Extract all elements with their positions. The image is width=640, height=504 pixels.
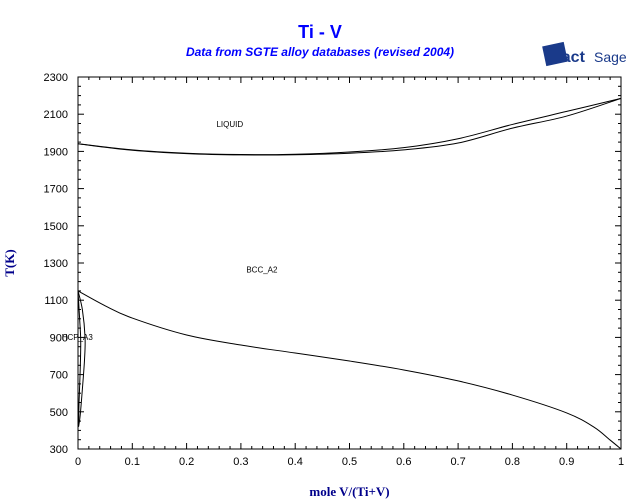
y-axis-label: T(K)	[2, 249, 17, 276]
x-tick-label: 0.9	[559, 456, 574, 468]
y-tick-label: 1900	[44, 146, 68, 158]
factsage-logo: Fact Sage	[542, 41, 627, 67]
phase-label: HCP_A3	[62, 333, 94, 342]
y-tick-label: 500	[50, 407, 68, 419]
phase-boundary-bcc-boundary	[77, 290, 622, 450]
x-tick-label: 0	[75, 456, 81, 468]
x-tick-label: 0.6	[396, 456, 411, 468]
y-tick-label: 900	[50, 332, 68, 344]
y-tick-label: 2300	[44, 72, 68, 84]
plot-frame	[77, 76, 622, 450]
y-tick-label: 300	[50, 444, 68, 456]
x-tick-label: 0.2	[179, 456, 194, 468]
chart-title: Ti - V	[298, 22, 342, 42]
x-tick-label: 0.5	[342, 456, 357, 468]
x-tick-label: 0.1	[125, 456, 140, 468]
svg-text:Sage: Sage	[594, 49, 627, 65]
phase-boundary-solidus	[77, 97, 622, 156]
phase-label: BCC_A2	[246, 265, 278, 274]
y-tick-label: 1300	[44, 258, 68, 270]
x-axis-label: mole V/(Ti+V)	[309, 484, 389, 499]
y-tick-label: 1500	[44, 221, 68, 233]
x-tick-label: 0.3	[233, 456, 248, 468]
x-tick-label: 0.7	[450, 456, 465, 468]
y-tick-label: 1100	[44, 295, 68, 307]
phase-boundary-liquidus	[77, 97, 622, 156]
y-tick-label: 700	[50, 370, 68, 382]
x-tick-label: 0.4	[288, 456, 303, 468]
x-tick-label: 0.8	[505, 456, 520, 468]
svg-text:Fact: Fact	[552, 49, 586, 66]
y-tick-label: 2100	[44, 109, 68, 121]
phase-label: LIQUID	[216, 120, 243, 129]
phase-boundary-hcp-boundary	[77, 290, 82, 427]
phase-boundary-hcp-bcc-boundary	[77, 290, 86, 427]
x-tick-label: 1	[618, 456, 624, 468]
chart-subtitle: Data from SGTE alloy databases (revised …	[185, 45, 455, 59]
y-tick-label: 1700	[44, 184, 68, 196]
